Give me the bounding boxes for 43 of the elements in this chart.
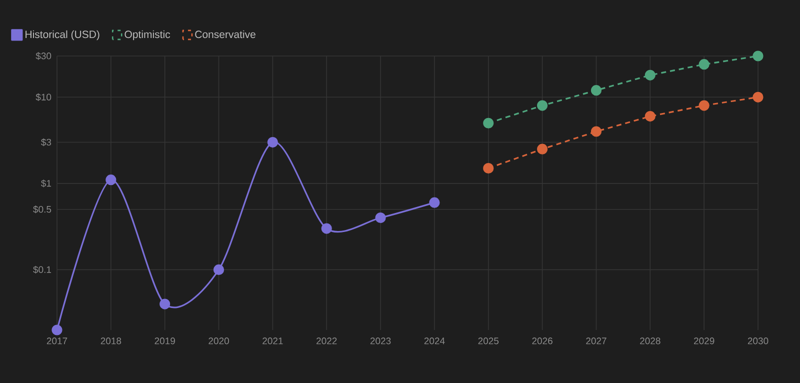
point [644,111,656,122]
point [160,298,170,310]
point [483,118,494,128]
x-tick-label: 2019 [154,338,175,344]
x-tick-label: 2021 [262,338,283,344]
point [698,100,710,111]
point [429,197,440,208]
point [590,126,602,137]
point [537,144,548,154]
y-tick-label: $10 [36,93,52,101]
y-tick-label: $0.5 [33,206,52,214]
point [537,100,548,111]
y-tick-label: $1 [41,180,52,188]
legend-label: Optimistic [124,30,170,40]
legend-label: Historical (USD) [26,30,100,40]
x-tick-label: 2020 [208,338,229,344]
y-tick-label: $3 [41,138,52,146]
x-tick-label: 2024 [424,338,445,344]
y-tick-label: $30 [36,52,52,60]
x-tick-label: 2027 [586,338,606,344]
x-tick-label: 2017 [46,338,68,344]
point [52,324,62,336]
x-tick-label: 2028 [640,338,660,344]
point [590,85,602,96]
x-tick-label: 2030 [748,338,768,344]
x-tick-label: 2022 [316,338,337,344]
point [752,92,764,102]
x-tick-label: 2023 [370,338,391,344]
point [321,223,332,234]
point [698,59,710,70]
x-tick-label: 2025 [478,338,499,344]
x-tick-label: 2018 [100,338,122,344]
point [267,136,278,148]
point [752,50,764,62]
legend-label: Conservative [195,30,256,38]
point [106,174,116,186]
point [483,162,494,174]
x-tick-label: 2029 [694,338,714,344]
x-tick-label: 2026 [532,338,552,344]
point [213,264,224,275]
point [644,70,656,80]
point [375,212,386,224]
y-tick-label: $0.1 [33,266,52,274]
